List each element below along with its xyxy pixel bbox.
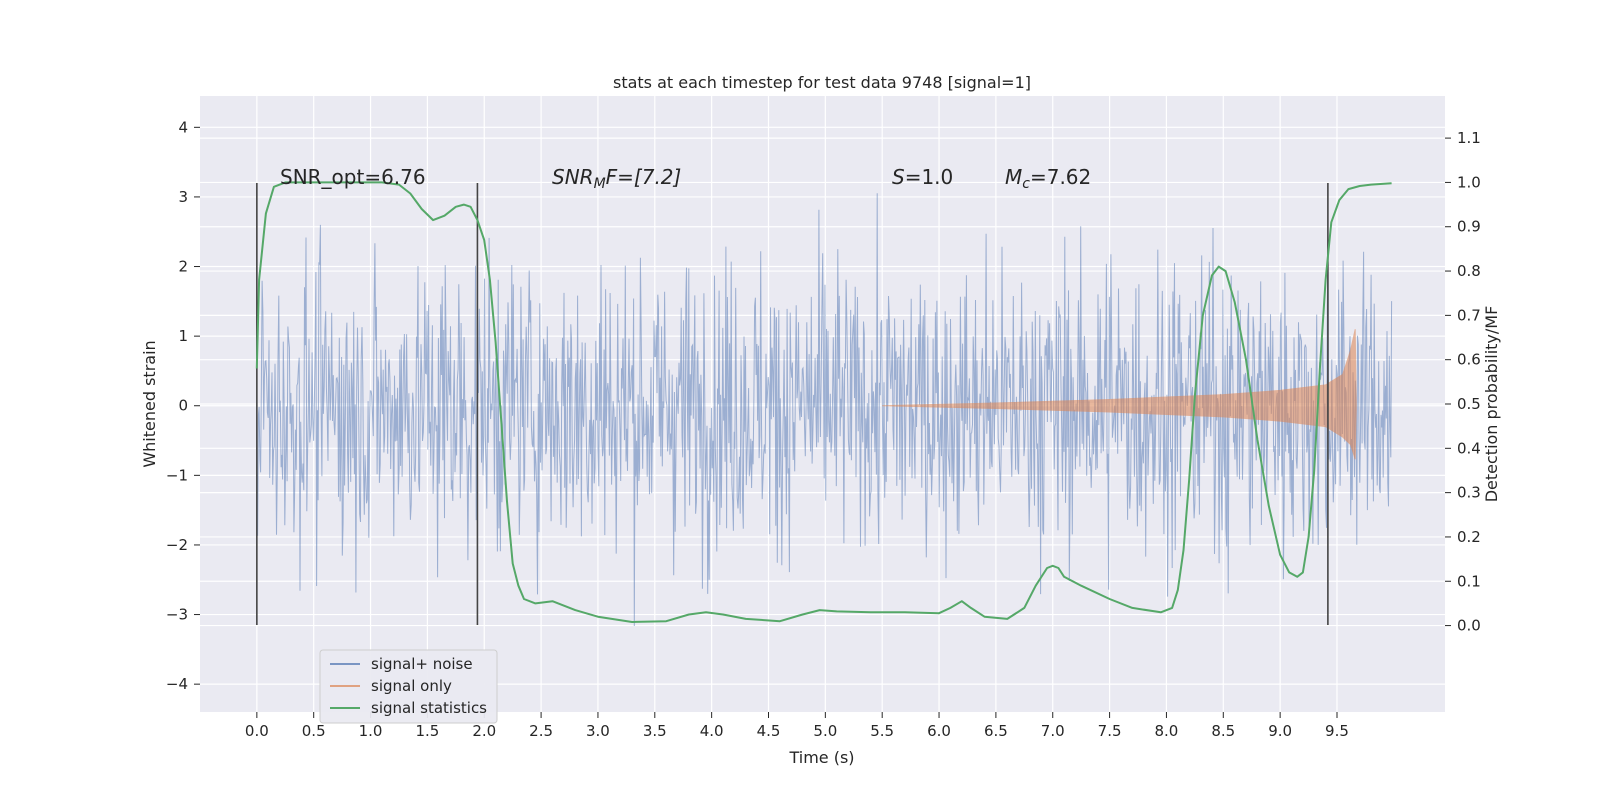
x-tick-label: 7.0 <box>1041 722 1065 740</box>
y-left-tick-label: 3 <box>178 188 188 206</box>
annotation-snr-mf-symbol: SNR <box>552 165 594 189</box>
x-tick-label: 5.0 <box>813 722 837 740</box>
y-right-tick-label: 0.8 <box>1457 262 1481 280</box>
annotation-snr-mf-value: F=[7.2] <box>606 165 682 189</box>
y-right-tick-label: 1.0 <box>1457 173 1481 191</box>
annotation-mc: Mc=7.62 <box>1005 165 1091 192</box>
x-tick-label: 9.5 <box>1325 722 1349 740</box>
annotation-s-value: =1.0 <box>905 165 954 189</box>
annotation-mc-subscript: c <box>1022 176 1030 192</box>
legend-label-signal-statistics: signal statistics <box>371 699 487 717</box>
y-left-tick-label: −3 <box>166 606 188 624</box>
annotation-mc-symbol: M <box>1005 165 1022 189</box>
y-right-tick-label: 0.9 <box>1457 218 1481 236</box>
chart-title: stats at each timestep for test data 974… <box>613 73 1031 92</box>
legend-box <box>319 649 498 724</box>
y-right-tick-label: 0.2 <box>1457 528 1481 546</box>
x-tick-label: 0.5 <box>302 722 326 740</box>
annotation-snr-opt: SNR_opt=6.76 <box>280 165 426 189</box>
y-left-tick-label: 0 <box>178 397 188 415</box>
x-tick-label: 0.0 <box>245 722 269 740</box>
y-left-tick-label: −2 <box>166 536 188 554</box>
legend: signal+ noise signal only signal statist… <box>319 649 498 724</box>
x-tick-label: 1.5 <box>415 722 439 740</box>
signal-only-band <box>882 329 1357 460</box>
signal-statistics-line <box>255 181 1392 623</box>
x-tick-label: 9.0 <box>1268 722 1292 740</box>
annotation-s-symbol: S <box>892 165 905 189</box>
x-tick-label: 2.0 <box>472 722 496 740</box>
x-axis-label: Time (s) <box>788 748 854 767</box>
y-right-tick-label: 0.4 <box>1457 439 1481 457</box>
x-tick-label: 1.0 <box>359 722 383 740</box>
x-tick-label: 3.5 <box>643 722 667 740</box>
y-left-tick-label: 1 <box>178 327 188 345</box>
x-tick-label: 6.5 <box>984 722 1008 740</box>
y-right-tick-label: 0.1 <box>1457 572 1481 590</box>
y-left-tick-label: −4 <box>166 675 188 693</box>
series-signal-only <box>882 329 1357 460</box>
legend-label-signal-only: signal only <box>371 677 452 695</box>
x-tick-label: 4.5 <box>757 722 781 740</box>
y-right-tick-label: 0.3 <box>1457 484 1481 502</box>
series-signal-statistics <box>255 181 1392 623</box>
y-right-tick-label: 0.6 <box>1457 351 1481 369</box>
annotation-s: S=1.0 <box>892 165 953 189</box>
x-tick-label: 2.5 <box>529 722 553 740</box>
x-tick-label: 4.0 <box>700 722 724 740</box>
y-right-tick-label: 0.7 <box>1457 306 1481 324</box>
x-axis-ticks: 0.0 0.5 1.0 1.5 2.0 2.5 3.0 3.5 4.0 4.5 5.0 5.5 6.0 6… <box>245 712 1349 740</box>
y-right-tick-label: 1.1 <box>1457 129 1481 147</box>
x-tick-label: 7.5 <box>1098 722 1122 740</box>
annotation-snr-mf-subscript: M <box>594 176 606 192</box>
annotation-mc-value: =7.62 <box>1030 165 1091 189</box>
y-right-tick-label: 0.0 <box>1457 617 1481 635</box>
x-tick-label: 8.0 <box>1155 722 1179 740</box>
y-right-axis-ticks: 1.1 1.0 0.9 0.8 0.7 0.6 0.5 0.4 0.3 0.2 0.1 0.0 <box>1445 129 1481 635</box>
y-left-axis-label: Whitened strain <box>140 340 159 467</box>
y-left-tick-label: −1 <box>166 466 188 484</box>
x-tick-label: 3.0 <box>586 722 610 740</box>
x-tick-label: 8.5 <box>1211 722 1235 740</box>
y-left-tick-label: 4 <box>178 118 188 136</box>
x-tick-label: 5.5 <box>870 722 894 740</box>
legend-label-signal-noise: signal+ noise <box>371 655 473 673</box>
y-left-axis-ticks: 4 3 2 1 0 −1 −2 −3 −4 <box>166 118 200 693</box>
annotation-snr-mf: SNRMF=[7.2] <box>552 165 681 192</box>
y-left-tick-label: 2 <box>178 258 188 276</box>
y-right-tick-label: 0.5 <box>1457 395 1481 413</box>
x-tick-label: 6.0 <box>927 722 951 740</box>
y-right-axis-label: Detection probability/MF <box>1482 306 1501 503</box>
